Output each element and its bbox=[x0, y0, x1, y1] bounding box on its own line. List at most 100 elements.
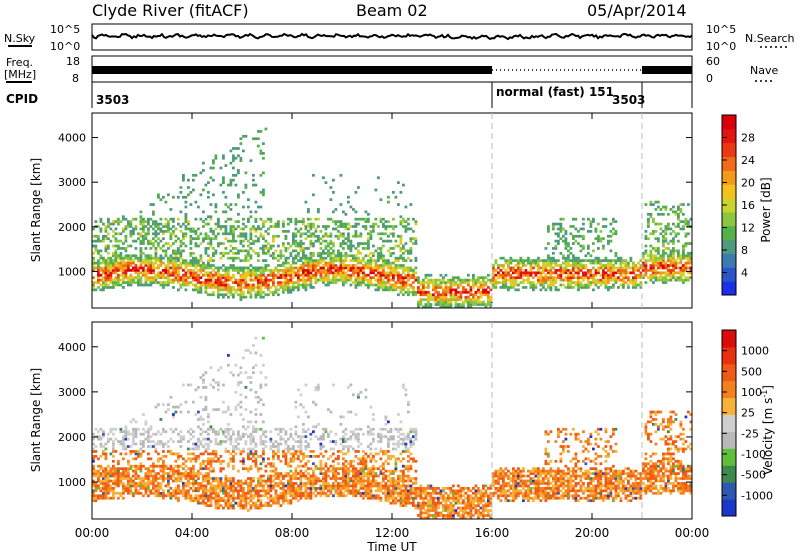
velocity-cell bbox=[227, 484, 230, 488]
power-cell bbox=[257, 286, 260, 289]
power-cell bbox=[94, 288, 98, 292]
power-cell bbox=[319, 256, 323, 260]
power-cell bbox=[607, 242, 610, 245]
power-cell bbox=[569, 232, 573, 236]
power-cell bbox=[284, 278, 288, 282]
power-cell bbox=[157, 281, 160, 284]
power-cell bbox=[249, 232, 253, 236]
velocity-cell bbox=[197, 410, 200, 414]
velocity-cell bbox=[222, 430, 225, 434]
power-cell bbox=[672, 269, 675, 272]
power-cell bbox=[552, 261, 555, 265]
power-cell bbox=[207, 276, 210, 280]
power-cell bbox=[402, 225, 405, 228]
velocity-cell bbox=[99, 467, 103, 471]
power-cell bbox=[227, 205, 230, 209]
power-cell bbox=[504, 278, 508, 282]
velocity-cell bbox=[107, 474, 110, 478]
power-cell bbox=[209, 259, 213, 262]
power-cell bbox=[174, 251, 178, 255]
power-cell bbox=[192, 173, 195, 177]
velocity-cell bbox=[242, 506, 245, 510]
velocity-cell bbox=[202, 459, 205, 463]
power-cell bbox=[289, 290, 293, 294]
velocity-cell bbox=[122, 484, 125, 488]
power-cell bbox=[454, 298, 458, 301]
power-cell bbox=[342, 269, 345, 272]
power-cell bbox=[262, 152, 265, 155]
velocity-cell bbox=[204, 504, 208, 507]
power-cell bbox=[197, 244, 200, 248]
power-cell bbox=[264, 127, 268, 131]
power-cell bbox=[472, 303, 475, 306]
velocity-cell bbox=[239, 381, 243, 384]
power-cell bbox=[377, 288, 380, 292]
power-cell bbox=[339, 244, 343, 248]
power-cell bbox=[287, 230, 290, 233]
power-cell bbox=[157, 256, 160, 260]
power-cell bbox=[279, 283, 283, 287]
power-cell bbox=[552, 227, 555, 231]
velocity-cell bbox=[192, 477, 195, 480]
power-cell bbox=[254, 273, 258, 277]
velocity-cell bbox=[162, 462, 165, 466]
velocity-cell bbox=[252, 459, 255, 463]
power-cell bbox=[179, 242, 183, 245]
power-cell bbox=[249, 237, 253, 241]
noise-sky-label: N.Sky bbox=[4, 32, 36, 45]
power-cell bbox=[199, 266, 203, 270]
power-cell bbox=[494, 283, 498, 287]
velocity-cell bbox=[92, 469, 95, 473]
power-cell bbox=[317, 264, 320, 267]
power-cell bbox=[599, 261, 603, 265]
power-cell bbox=[304, 256, 308, 260]
velocity-cell bbox=[214, 504, 218, 507]
power-cell bbox=[144, 264, 148, 267]
power-cell bbox=[354, 256, 358, 260]
power-cell bbox=[342, 210, 345, 214]
velocity-cell bbox=[94, 454, 98, 458]
power-cell bbox=[302, 247, 305, 250]
power-cell bbox=[622, 281, 625, 284]
power-cell bbox=[239, 156, 243, 160]
velocity-cell bbox=[214, 381, 218, 384]
velocity-cell bbox=[262, 363, 265, 367]
power-cell bbox=[359, 266, 363, 270]
power-cell bbox=[344, 225, 348, 228]
power-cell bbox=[657, 276, 660, 280]
power-cell bbox=[234, 269, 238, 272]
freq-tick-top: 18 bbox=[66, 55, 80, 68]
velocity-cell bbox=[247, 376, 250, 379]
velocity-cell bbox=[224, 484, 228, 488]
velocity-cell bbox=[264, 430, 268, 434]
power-cell bbox=[594, 283, 598, 287]
power-cell bbox=[147, 283, 150, 287]
power-cell bbox=[412, 276, 415, 280]
power-cell bbox=[329, 239, 333, 243]
power-cell bbox=[564, 232, 568, 236]
power-cell bbox=[92, 264, 95, 267]
velocity-cell bbox=[237, 447, 240, 451]
power-cell bbox=[112, 244, 115, 248]
power-cell bbox=[207, 234, 210, 238]
power-cell bbox=[119, 259, 123, 262]
power-cell bbox=[169, 227, 173, 231]
power-cell bbox=[387, 220, 390, 223]
power-cell bbox=[684, 232, 688, 236]
power-cell bbox=[119, 269, 123, 272]
velocity-cell bbox=[217, 501, 220, 505]
velocity-cell bbox=[242, 486, 245, 490]
power-cell bbox=[602, 264, 605, 267]
power-cell bbox=[394, 244, 398, 248]
power-cell bbox=[439, 293, 443, 297]
power-cell bbox=[349, 269, 353, 272]
power-cell bbox=[342, 222, 345, 226]
power-cell bbox=[454, 288, 458, 292]
power-cell bbox=[309, 269, 313, 272]
power-cell bbox=[294, 244, 298, 248]
velocity-cell bbox=[212, 491, 215, 495]
power-cell bbox=[282, 286, 285, 289]
power-cell bbox=[562, 234, 565, 238]
power-cell bbox=[219, 225, 223, 228]
power-cell bbox=[377, 286, 380, 289]
